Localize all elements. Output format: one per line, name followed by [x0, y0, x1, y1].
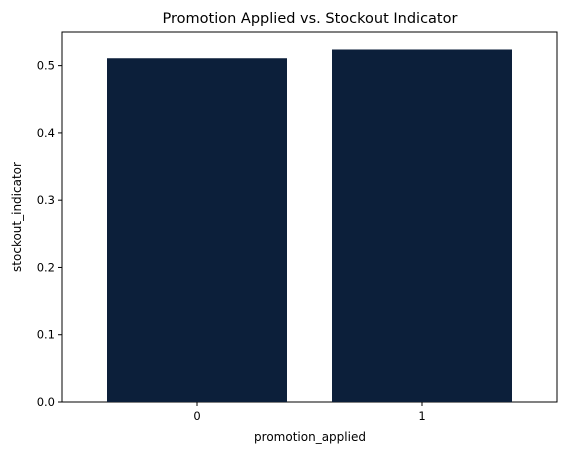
bars-group: [107, 49, 512, 403]
bar-1: [332, 49, 512, 403]
y-tick-label: 0.1: [37, 328, 55, 342]
x-axis-label: promotion_applied: [254, 430, 366, 444]
y-tick-label: 0.2: [37, 260, 55, 274]
y-tick-label: 0.0: [37, 395, 55, 409]
plot-area-frame: [61, 31, 558, 403]
y-axis: 0.0 0.1 0.2 0.3 0.4 0.5: [37, 59, 62, 409]
x-tick-label: 0: [193, 409, 200, 423]
y-axis-label: stockout_indicator: [10, 162, 24, 272]
y-tick-label: 0.3: [37, 193, 55, 207]
x-tick-label: 1: [418, 409, 425, 423]
chart-title: Promotion Applied vs. Stockout Indicator: [163, 11, 458, 27]
y-tick-label: 0.5: [37, 59, 55, 73]
bar-0: [107, 58, 287, 403]
y-tick-label: 0.4: [37, 126, 55, 140]
